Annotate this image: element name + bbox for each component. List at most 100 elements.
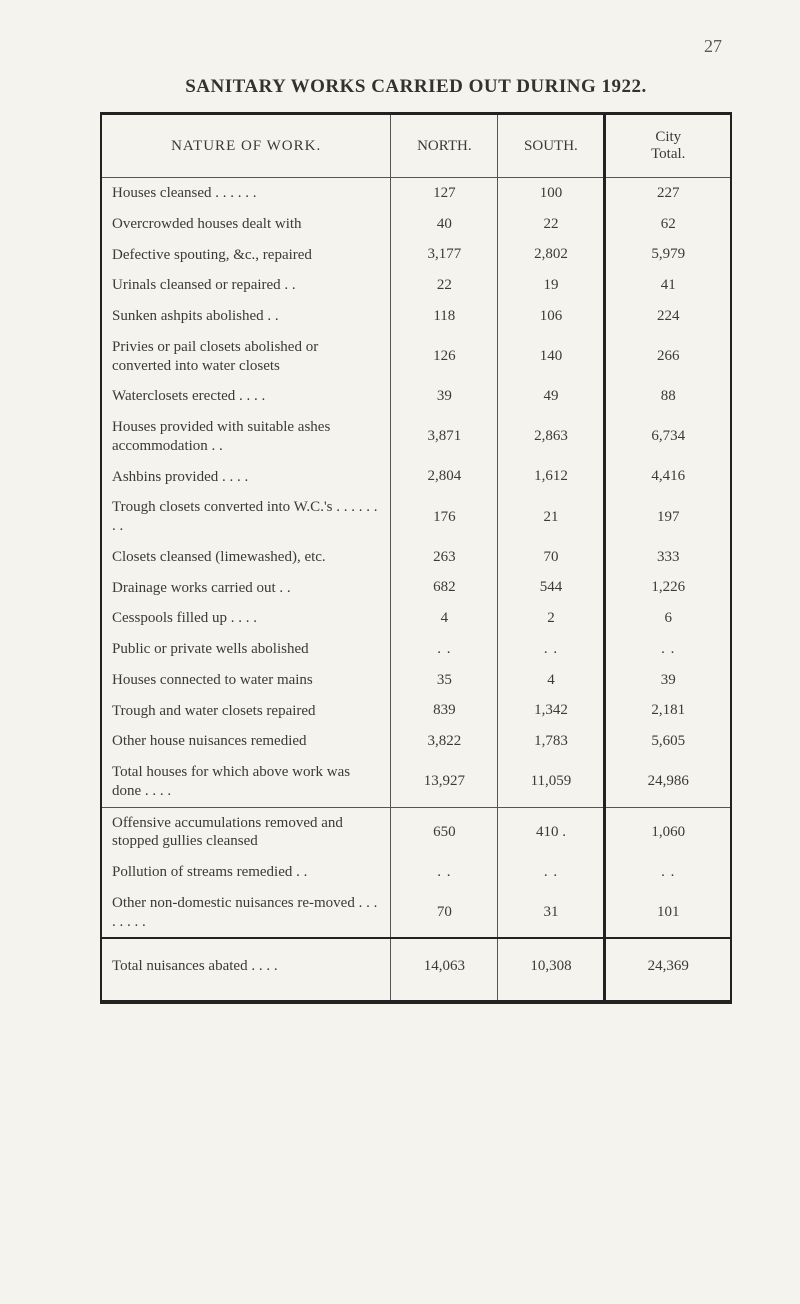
cell-south: 100 xyxy=(498,178,605,209)
table-row: Houses connected to water mains 35 4 39 xyxy=(101,665,731,696)
cell-north: 3,177 xyxy=(391,240,498,271)
cell-south: 11,059 xyxy=(498,757,605,807)
sanitary-works-table: NATURE OF WORK. NORTH. SOUTH. City Total… xyxy=(100,112,732,1004)
cell-south: 10,308 xyxy=(498,938,605,1002)
cell-label: Waterclosets erected . . . . xyxy=(101,381,391,412)
table-row: Waterclosets erected . . . . 39 49 88 xyxy=(101,381,731,412)
page-title: SANITARY WORKS CARRIED OUT DURING 1922. xyxy=(100,76,732,98)
cell-label: Ashbins provided . . . . xyxy=(101,462,391,493)
cell-north: 682 xyxy=(391,573,498,604)
cell-south: 2,802 xyxy=(498,240,605,271)
table-row: Pollution of streams remedied . . . . . … xyxy=(101,857,731,888)
table-row: Urinals cleansed or repaired . . 22 19 4… xyxy=(101,270,731,301)
table-row: Overcrowded houses dealt with 40 22 62 xyxy=(101,209,731,240)
cell-label: Other house nuisances remedied xyxy=(101,726,391,757)
cell-north: 127 xyxy=(391,178,498,209)
cell-south: 1,783 xyxy=(498,726,605,757)
cell-north: 14,063 xyxy=(391,938,498,1002)
table-header-row: NATURE OF WORK. NORTH. SOUTH. City Total… xyxy=(101,114,731,178)
cell-label: Public or private wells abolished xyxy=(101,634,391,665)
table-body: Houses cleansed . . . . . . 127 100 227 … xyxy=(101,178,731,1003)
cell-south: 49 xyxy=(498,381,605,412)
cell-north: 4 xyxy=(391,603,498,634)
table-row: Trough closets converted into W.C.'s . .… xyxy=(101,492,731,542)
table-row: Trough and water closets repaired 839 1,… xyxy=(101,696,731,727)
cell-label: Overcrowded houses dealt with xyxy=(101,209,391,240)
cell-south: 544 xyxy=(498,573,605,604)
cell-label: Other non-domestic nuisances re-moved . … xyxy=(101,888,391,939)
cell-north: 3,871 xyxy=(391,412,498,462)
cell-label: Trough and water closets repaired xyxy=(101,696,391,727)
cell-south: . . xyxy=(498,634,605,665)
cell-total: 4,416 xyxy=(605,462,731,493)
cell-label: Houses cleansed . . . . . . xyxy=(101,178,391,209)
cell-north: 263 xyxy=(391,542,498,573)
cell-south: 2,863 xyxy=(498,412,605,462)
cell-total: 88 xyxy=(605,381,731,412)
col-city-total-line1: City xyxy=(655,129,681,145)
cell-total: 24,986 xyxy=(605,757,731,807)
page-number: 27 xyxy=(704,36,722,57)
cell-total: . . xyxy=(605,857,731,888)
cell-north: 13,927 xyxy=(391,757,498,807)
cell-total: 333 xyxy=(605,542,731,573)
table-row: Public or private wells abolished . . . … xyxy=(101,634,731,665)
table-row: Sunken ashpits abolished . . 118 106 224 xyxy=(101,301,731,332)
cell-north: 650 xyxy=(391,807,498,857)
table-row: Total houses for which above work was do… xyxy=(101,757,731,807)
cell-south: . . xyxy=(498,857,605,888)
cell-total: 227 xyxy=(605,178,731,209)
cell-label: Urinals cleansed or repaired . . xyxy=(101,270,391,301)
cell-label: Defective spouting, &c., repaired xyxy=(101,240,391,271)
cell-label: Trough closets converted into W.C.'s . .… xyxy=(101,492,391,542)
cell-north: 839 xyxy=(391,696,498,727)
cell-north: 176 xyxy=(391,492,498,542)
cell-total: 2,181 xyxy=(605,696,731,727)
table-row: Other non-domestic nuisances re-moved . … xyxy=(101,888,731,939)
cell-label: Drainage works carried out . . xyxy=(101,573,391,604)
table-row: Drainage works carried out . . 682 544 1… xyxy=(101,573,731,604)
cell-label: Sunken ashpits abolished . . xyxy=(101,301,391,332)
cell-south: 22 xyxy=(498,209,605,240)
cell-north: 3,822 xyxy=(391,726,498,757)
cell-label: Pollution of streams remedied . . xyxy=(101,857,391,888)
cell-total: 101 xyxy=(605,888,731,939)
cell-north: . . xyxy=(391,857,498,888)
cell-south: 2 xyxy=(498,603,605,634)
cell-total: 6 xyxy=(605,603,731,634)
table-row: Offensive accumulations removed and stop… xyxy=(101,807,731,857)
cell-north: 2,804 xyxy=(391,462,498,493)
cell-total: 24,369 xyxy=(605,938,731,1002)
cell-label: Total houses for which above work was do… xyxy=(101,757,391,807)
cell-north: 22 xyxy=(391,270,498,301)
table-row: Defective spouting, &c., repaired 3,177 … xyxy=(101,240,731,271)
cell-label: Closets cleansed (limewashed), etc. xyxy=(101,542,391,573)
cell-total: 41 xyxy=(605,270,731,301)
cell-label: Offensive accumulations removed and stop… xyxy=(101,807,391,857)
col-north: NORTH. xyxy=(391,114,498,178)
cell-south: 410 . xyxy=(498,807,605,857)
cell-south: 31 xyxy=(498,888,605,939)
cell-label: Houses connected to water mains xyxy=(101,665,391,696)
cell-north: 126 xyxy=(391,332,498,382)
col-nature-label: NATURE OF WORK. xyxy=(171,138,321,154)
col-nature: NATURE OF WORK. xyxy=(101,114,391,178)
cell-south: 1,342 xyxy=(498,696,605,727)
cell-total: 5,605 xyxy=(605,726,731,757)
cell-label: Houses provided with suitable ashes acco… xyxy=(101,412,391,462)
cell-north: . . xyxy=(391,634,498,665)
table-row: Other house nuisances remedied 3,822 1,7… xyxy=(101,726,731,757)
cell-south: 106 xyxy=(498,301,605,332)
cell-south: 1,612 xyxy=(498,462,605,493)
cell-total: 1,226 xyxy=(605,573,731,604)
col-city-total-line2: Total. xyxy=(651,146,685,162)
cell-south: 70 xyxy=(498,542,605,573)
cell-label: Privies or pail closets abolished or con… xyxy=(101,332,391,382)
cell-label: Total nuisances abated . . . . xyxy=(101,938,391,1002)
cell-label: Cesspools filled up . . . . xyxy=(101,603,391,634)
table-row: Cesspools filled up . . . . 4 2 6 xyxy=(101,603,731,634)
col-city-total: City Total. xyxy=(605,114,731,178)
cell-total: 224 xyxy=(605,301,731,332)
cell-south: 21 xyxy=(498,492,605,542)
table-row: Ashbins provided . . . . 2,804 1,612 4,4… xyxy=(101,462,731,493)
